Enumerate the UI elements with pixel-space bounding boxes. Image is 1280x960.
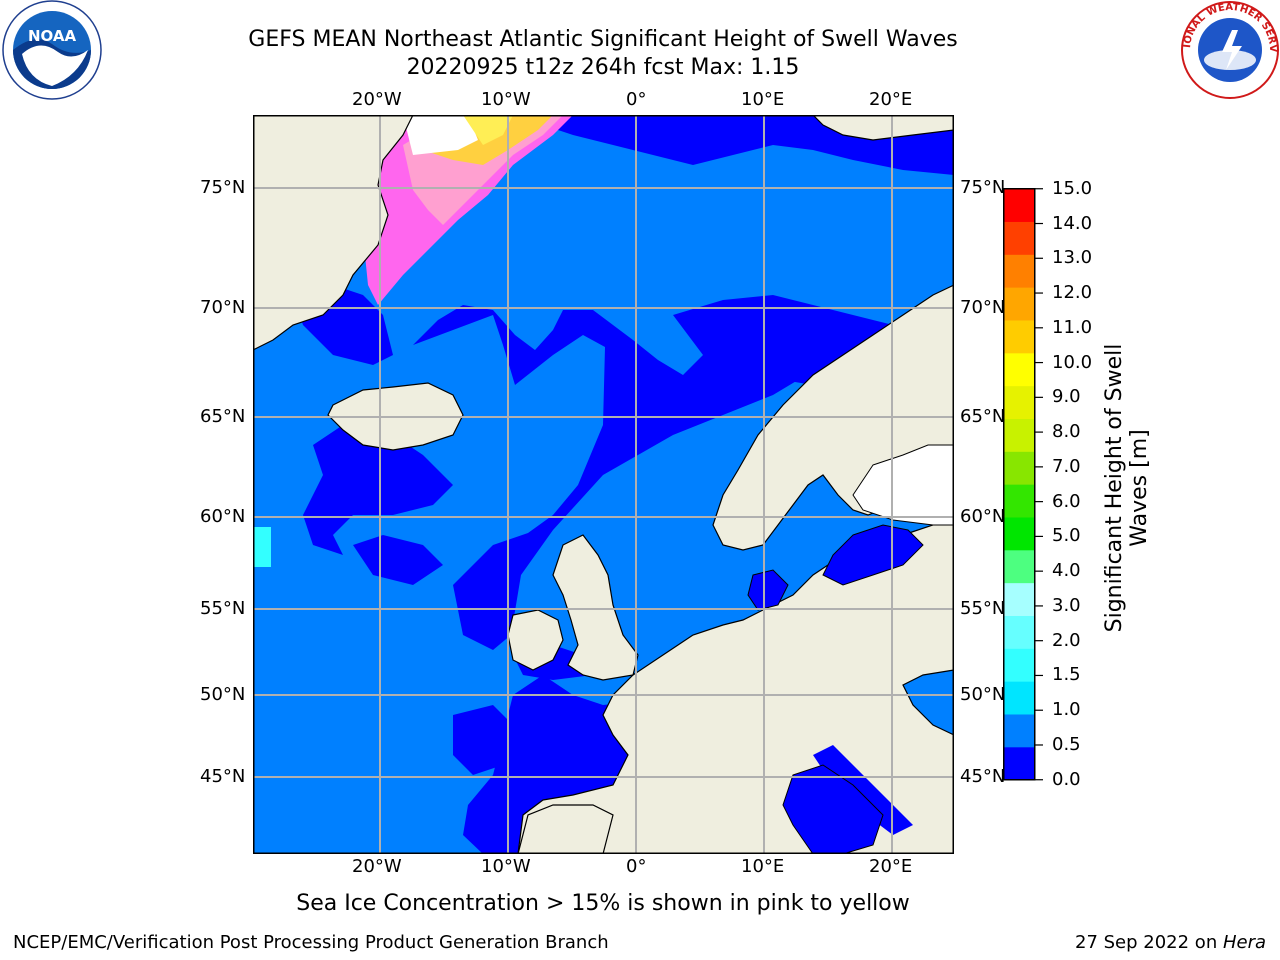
land-ireland <box>507 609 564 671</box>
colorbar-tick-label: 0.5 <box>1052 733 1081 755</box>
colorbar-tick-label: 9.0 <box>1052 386 1081 408</box>
colorbar-tick-label: 13.0 <box>1052 247 1093 269</box>
lat-label-right: 50°N <box>960 684 1006 705</box>
noaa-logo: NOAA <box>2 0 102 100</box>
lon-label-top: 0° <box>626 89 647 110</box>
colorbar-tick-label: 2.0 <box>1052 629 1081 651</box>
colorbar-tick-label: 1.0 <box>1052 699 1081 721</box>
footer-machine: Hera <box>1222 932 1266 953</box>
white-land-region <box>852 444 954 526</box>
lon-label-top: 20°E <box>869 89 913 110</box>
colorbar-segment <box>1003 648 1035 682</box>
chart-title-line2: 20220925 t12z 264h fcst Max: 1.15 <box>406 55 800 80</box>
colorbar-tick-labels: 15.0 14.0 13.0 12.0 11.0 10.0 9.0 8.0 7.0 6.0 5.0 4… <box>1052 178 1112 790</box>
lon-label-top: 20°W <box>352 89 402 110</box>
nws-logo: NATIONAL WEATHER SERVICE <box>1180 0 1279 99</box>
lat-label-right: 45°N <box>960 766 1006 787</box>
lat-label-left: 60°N <box>200 506 246 527</box>
colorbar-tick-label: 7.0 <box>1052 455 1081 477</box>
lat-label-left: 50°N <box>200 684 246 705</box>
lat-label-right: 70°N <box>960 297 1006 318</box>
colorbar-segment <box>1003 746 1035 781</box>
map-panel <box>253 115 954 854</box>
colorbar-tick-label: 3.0 <box>1052 594 1081 616</box>
colorbar-title: Significant Height of Swell Waves [m] <box>1102 338 1158 638</box>
land-greenland <box>253 115 414 351</box>
footer-left: NCEP/EMC/Verification Post Processing Pr… <box>13 932 609 953</box>
colorbar-segment <box>1003 287 1035 321</box>
land-britain <box>552 534 639 681</box>
colorbar-tick-label: 8.0 <box>1052 421 1081 443</box>
colorbar-segment <box>1003 484 1035 518</box>
colorbar-tick-label: 10.0 <box>1052 351 1093 373</box>
footer-right: 27 Sep 2022 on Hera <box>1075 932 1266 953</box>
colorbar-title-line1: Significant Height of Swell <box>1102 343 1127 633</box>
colorbar-segment <box>1003 254 1035 288</box>
lat-label-left: 70°N <box>200 297 246 318</box>
ocean-swell-1-1.5 <box>253 527 271 567</box>
land-italy <box>813 745 913 835</box>
lon-label-bottom: 10°W <box>481 856 531 877</box>
colorbar-tick-label: 0.0 <box>1052 768 1081 790</box>
gridlines <box>253 115 954 854</box>
sea-ice <box>363 115 573 305</box>
colorbar-segment <box>1003 582 1035 616</box>
colorbar-tick-label: 11.0 <box>1052 316 1093 338</box>
lat-label-right: 65°N <box>960 406 1006 427</box>
land-iberia <box>517 804 614 854</box>
colorbar-tick-label: 14.0 <box>1052 212 1093 234</box>
lat-label-right: 75°N <box>960 177 1006 198</box>
chart-title-line1: GEFS MEAN Northeast Atlantic Significant… <box>248 27 958 52</box>
lat-label-left: 45°N <box>200 766 246 787</box>
footer-date: 27 Sep 2022 on <box>1075 932 1223 953</box>
lat-label-left: 55°N <box>200 598 246 619</box>
lat-label-right: 55°N <box>960 598 1006 619</box>
colorbar-tick-label: 6.0 <box>1052 490 1081 512</box>
lat-label-left: 75°N <box>200 177 246 198</box>
colorbar-segment <box>1003 681 1035 715</box>
colorbar-tick-label: 1.5 <box>1052 664 1081 686</box>
colorbar-title-line2: Waves [m] <box>1127 429 1152 547</box>
colorbar-segment <box>1003 615 1035 649</box>
colorbar-segment <box>1003 221 1035 255</box>
lon-label-bottom: 20°E <box>869 856 913 877</box>
colorbar <box>1003 188 1043 781</box>
colorbar-tick-label: 5.0 <box>1052 525 1081 547</box>
colorbar-segment <box>1003 188 1035 222</box>
colorbar-segment <box>1003 385 1035 419</box>
colorbar-segment <box>1003 714 1035 748</box>
colorbar-segment <box>1003 549 1035 584</box>
colorbar-segment <box>1003 418 1035 452</box>
lon-label-top: 10°E <box>741 89 785 110</box>
lon-label-bottom: 20°W <box>352 856 402 877</box>
lat-label-right: 60°N <box>960 506 1006 527</box>
colorbar-segment <box>1003 352 1035 387</box>
lon-label-top: 10°W <box>481 89 531 110</box>
lon-label-bottom: 0° <box>626 856 647 877</box>
colorbar-tick-label: 15.0 <box>1052 177 1093 199</box>
lat-label-left: 65°N <box>200 406 246 427</box>
colorbar-tick-label: 4.0 <box>1052 560 1081 582</box>
colorbar-tick-label: 12.0 <box>1052 282 1093 304</box>
colorbar-segment <box>1003 517 1035 551</box>
inland-seas <box>747 524 924 854</box>
colorbar-segment <box>1003 451 1035 485</box>
colorbar-segment <box>1003 320 1035 354</box>
noaa-logo-text: NOAA <box>28 27 77 45</box>
lon-label-bottom: 10°E <box>741 856 785 877</box>
map-frame <box>253 115 954 854</box>
sea-ice-caption: Sea Ice Concentration > 15% is shown in … <box>296 891 910 916</box>
